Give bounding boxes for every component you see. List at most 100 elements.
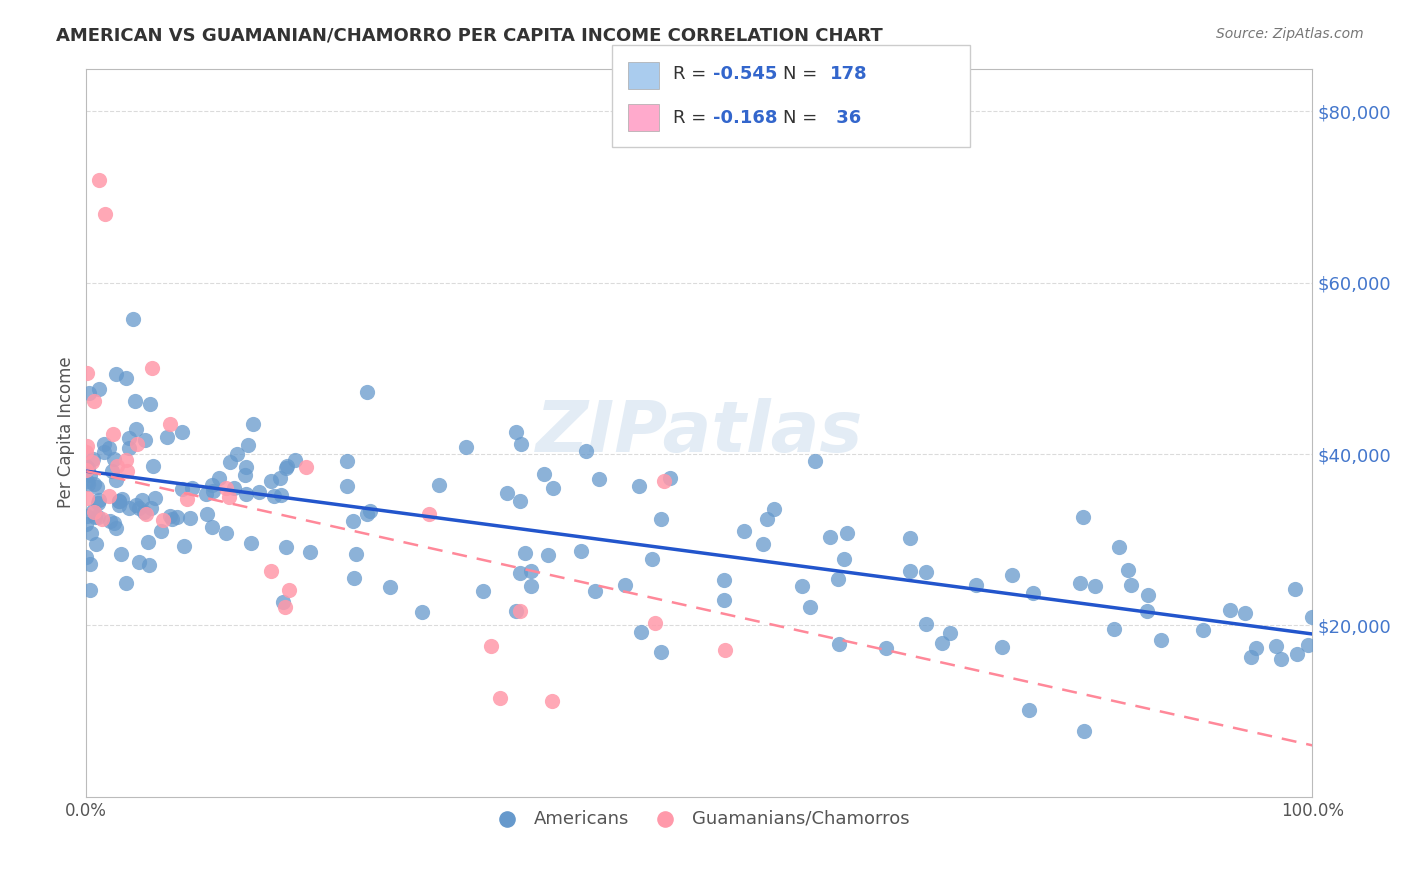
Y-axis label: Per Capita Income: Per Capita Income (58, 357, 75, 508)
Point (83, 476, 105, 491)
Point (714, 642, 737, 657)
Point (75, 444, 97, 458)
Point (418, 508, 440, 522)
Point (505, 425, 527, 439)
Point (790, 579, 813, 593)
Point (1264, 639, 1286, 653)
Point (713, 593, 735, 607)
Point (1150, 633, 1173, 648)
Point (179, 511, 201, 525)
Point (180, 481, 202, 495)
Point (105, 367, 128, 381)
Point (86, 479, 108, 493)
Point (201, 520, 224, 534)
Point (644, 616, 666, 631)
Point (276, 459, 298, 474)
Point (152, 513, 174, 527)
Point (97, 489, 120, 503)
Point (107, 493, 129, 508)
Point (271, 595, 294, 609)
Point (344, 547, 367, 561)
Point (136, 534, 159, 549)
Point (80, 455, 103, 469)
Point (652, 474, 675, 488)
Point (195, 507, 218, 521)
Point (1022, 586, 1045, 600)
Point (226, 447, 249, 461)
Point (87, 510, 110, 524)
Point (520, 564, 543, 578)
Point (277, 583, 299, 598)
Point (75, 463, 97, 477)
Point (1192, 623, 1215, 637)
Point (938, 626, 960, 640)
Point (1137, 588, 1160, 602)
Point (965, 578, 987, 592)
Point (214, 526, 236, 541)
Point (583, 583, 606, 598)
Point (108, 493, 131, 508)
Text: N =: N = (783, 109, 823, 127)
Point (76, 367, 98, 381)
Point (173, 539, 195, 553)
Point (110, 547, 132, 561)
Point (1270, 652, 1292, 666)
Point (276, 540, 298, 554)
Text: AMERICAN VS GUAMANIAN/CHAMORRO PER CAPITA INCOME CORRELATION CHART: AMERICAN VS GUAMANIAN/CHAMORRO PER CAPIT… (56, 27, 883, 45)
Point (574, 443, 596, 458)
Point (142, 459, 165, 474)
Point (170, 425, 193, 439)
Point (356, 384, 378, 399)
Point (82, 504, 104, 518)
Point (991, 640, 1014, 655)
Point (411, 605, 433, 619)
Point (1018, 703, 1040, 717)
Point (828, 637, 851, 651)
Point (1285, 647, 1308, 661)
Point (1284, 582, 1306, 596)
Point (1071, 510, 1094, 524)
Point (77, 386, 100, 401)
Point (342, 514, 364, 528)
Point (818, 530, 841, 544)
Point (543, 482, 565, 496)
Point (207, 471, 229, 485)
Point (1069, 575, 1091, 590)
Point (1001, 567, 1024, 582)
Point (270, 487, 292, 501)
Point (83, 393, 105, 408)
Point (93, 445, 115, 459)
Point (101, 426, 124, 441)
Point (239, 536, 262, 550)
Point (588, 472, 610, 486)
Point (1073, 723, 1095, 738)
Point (630, 625, 652, 640)
Text: ZIPatlas: ZIPatlas (536, 398, 863, 467)
Point (509, 494, 531, 508)
Point (83, 510, 105, 524)
Point (763, 502, 786, 516)
Point (752, 537, 775, 551)
Point (236, 438, 259, 452)
Point (138, 558, 160, 573)
Point (336, 479, 359, 493)
Point (93, 437, 115, 451)
Point (76, 508, 98, 523)
Point (295, 459, 318, 474)
Point (1108, 540, 1130, 554)
Point (835, 526, 858, 541)
Point (75, 517, 97, 532)
Point (509, 566, 531, 580)
Point (201, 478, 224, 492)
Point (356, 507, 378, 521)
Point (875, 641, 897, 656)
Point (218, 490, 240, 504)
Point (141, 501, 163, 516)
Point (898, 564, 921, 578)
Point (75, 459, 97, 474)
Point (827, 572, 849, 586)
Point (115, 575, 138, 590)
Point (79, 582, 101, 597)
Point (489, 690, 512, 705)
Point (110, 491, 132, 506)
